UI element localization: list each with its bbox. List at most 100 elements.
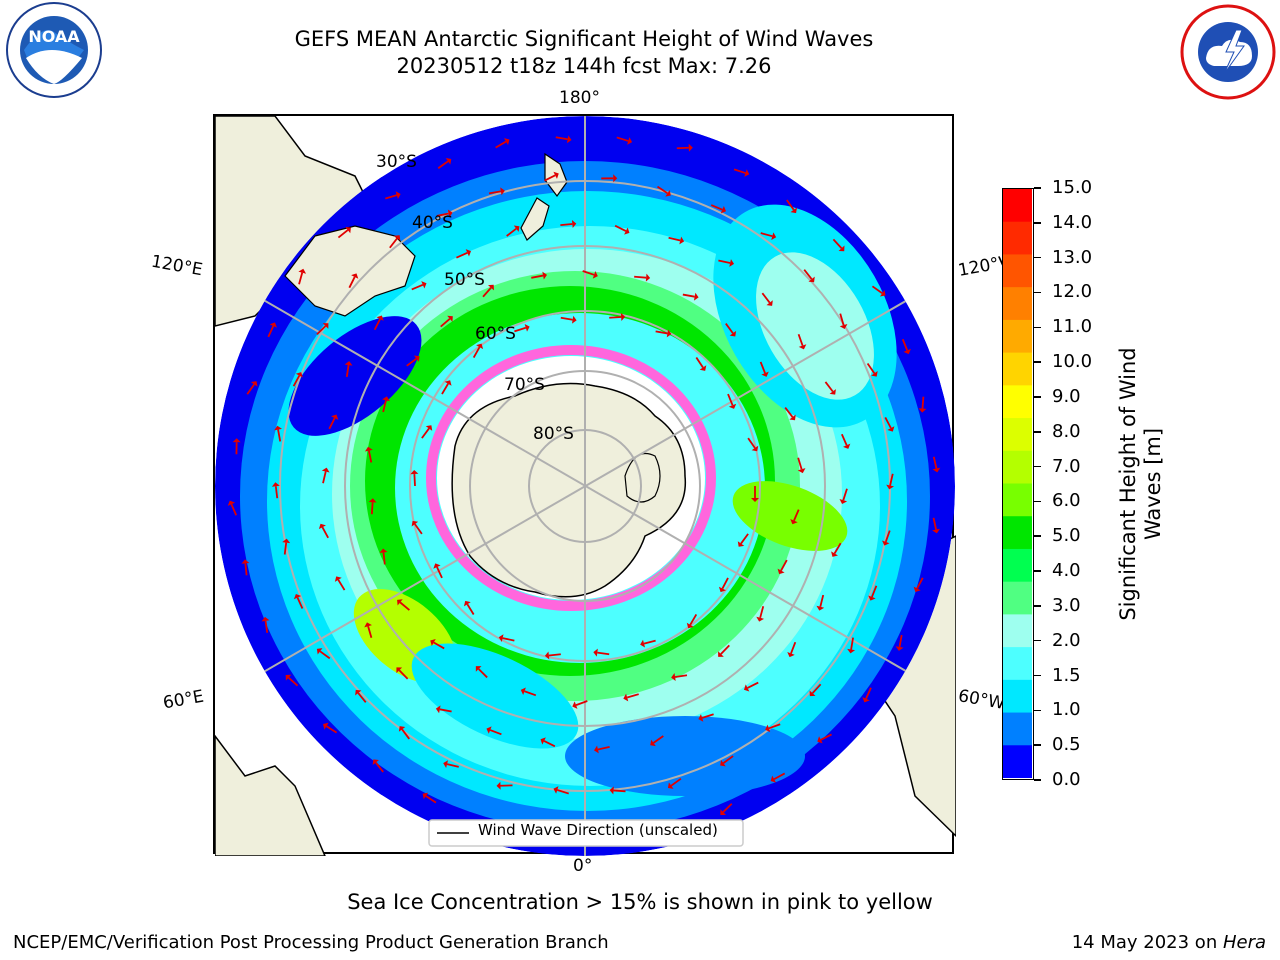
wind-arrow-head: [298, 268, 307, 274]
colorbar-tick-label: 14.0: [1052, 211, 1093, 233]
wind-arrow-head: [743, 684, 750, 692]
wind-arrow-shaft: [733, 168, 746, 174]
wind-arrow-shaft: [725, 323, 734, 334]
wind-arrow-shaft: [348, 276, 356, 289]
wind-arrow-head: [544, 651, 550, 660]
wind-arrow-head: [790, 207, 797, 214]
wind-arrow-shaft: [865, 687, 872, 700]
wind-arrow-shaft: [321, 526, 329, 539]
colorbar-segment: [1003, 319, 1032, 354]
wind-arrow-head: [334, 576, 342, 582]
wind-arrow-head: [475, 666, 482, 672]
wind-arrow-shaft: [720, 644, 730, 655]
wind-arrow-head: [322, 323, 329, 329]
wind-arrow-head: [542, 271, 548, 280]
colorbar-tick-label: 3.0: [1052, 594, 1081, 616]
wind-arrow-shaft: [456, 251, 468, 259]
wind-arrow-shaft: [668, 236, 681, 242]
colorbar-tick-label: 4.0: [1052, 560, 1081, 582]
wind-arrow-head: [816, 605, 825, 611]
wind-arrow-head: [650, 739, 656, 747]
colorbar-tick-mark: [1034, 291, 1041, 294]
wind-arrow-head: [679, 236, 685, 245]
wind-arrow-head: [698, 714, 704, 722]
wind-arrow-head: [718, 586, 726, 593]
wind-arrow-shaft: [819, 594, 825, 607]
colorbar-tick-mark: [1034, 256, 1041, 259]
wind-arrow-shaft: [689, 614, 698, 626]
wind-arrow-head: [396, 667, 403, 674]
wind-arrow-head: [488, 284, 494, 291]
wind-arrow-head: [838, 245, 845, 252]
wind-arrow-head: [572, 701, 578, 709]
wind-arrow-head: [571, 220, 577, 229]
chart-subtitle: 20230512 t18z 144h fcst Max: 7.26: [396, 54, 772, 78]
wind-arrow-shaft: [674, 674, 688, 678]
wind-arrow-shaft: [841, 433, 848, 446]
wind-arrow-head: [447, 209, 453, 218]
wind-arrow-shaft: [790, 641, 797, 654]
wind-arrow-shaft: [824, 381, 834, 393]
wind-arrow-head: [397, 599, 403, 606]
wind-arrow-shaft: [439, 708, 452, 713]
wind-arrow-head: [274, 425, 282, 431]
chart-title: GEFS MEAN Antarctic Significant Height o…: [294, 27, 874, 51]
colorbar-segment: [1003, 745, 1032, 779]
wind-arrow-head: [808, 276, 815, 283]
wind-arrow-shaft: [357, 692, 367, 703]
wind-arrow-head: [751, 445, 759, 452]
wind-arrow-head: [553, 786, 559, 794]
wind-arrow-head: [671, 673, 676, 681]
colorbar-tick-mark: [1034, 674, 1041, 677]
wind-arrow-shaft: [298, 272, 304, 285]
wind-arrow-shaft: [842, 488, 848, 501]
wind-arrow-shaft: [367, 625, 373, 639]
wind-arrow-head: [540, 737, 546, 745]
wind-arrow-shaft: [489, 729, 502, 736]
wind-arrow-head: [770, 775, 777, 783]
wind-arrow-shaft: [440, 318, 451, 328]
wind-arrow-shaft: [292, 375, 301, 387]
wind-arrow-shaft: [634, 275, 647, 279]
wind-arrow-head: [345, 226, 351, 234]
wind-arrow-head: [285, 674, 292, 681]
wind-arrow-shaft: [230, 503, 238, 516]
wind-arrow-head: [765, 724, 771, 733]
wind-arrow-head: [665, 189, 671, 197]
wind-arrow-shaft: [932, 456, 938, 469]
wind-arrow-shaft: [401, 728, 410, 740]
colorbar-tick-mark: [1034, 222, 1041, 224]
wind-arrow-head: [443, 760, 449, 768]
wind-arrow-head: [504, 138, 510, 146]
colorbar-tick-label: 15.0: [1052, 177, 1093, 198]
lat-label-70s: 70°S: [504, 375, 545, 395]
wind-arrow-head: [295, 372, 303, 378]
wind-arrow-shaft: [433, 641, 445, 650]
wind-arrow-shaft: [337, 229, 349, 239]
wind-arrow-shaft: [760, 232, 773, 238]
wind-arrow-shaft: [780, 559, 788, 572]
wind-arrow-shaft: [613, 789, 626, 793]
wind-arrow-shaft: [436, 566, 443, 579]
colorbar-tick-label: 6.0: [1052, 490, 1081, 512]
colorbar-segment: [1003, 418, 1032, 452]
wind-arrow-shaft: [414, 523, 423, 535]
wind-arrow-head: [790, 519, 798, 525]
wind-arrow-head: [627, 137, 633, 145]
colorbar-tick-mark: [1034, 500, 1041, 503]
wind-arrow-head: [797, 468, 806, 474]
wind-arrow-shaft: [495, 140, 507, 149]
wind-arrow-shaft: [441, 383, 449, 395]
wind-arrow-head: [756, 616, 765, 622]
wind-arrow-shaft: [718, 259, 731, 264]
colorbar-tick-label: 0.5: [1052, 734, 1081, 756]
wind-arrow-shaft: [328, 417, 336, 430]
svg-text:NOAA: NOAA: [28, 27, 80, 46]
wind-arrow-head: [895, 646, 904, 651]
wind-arrow-shaft: [793, 509, 800, 521]
colorbar-segment: [1003, 254, 1032, 288]
wind-arrow-head: [331, 414, 339, 420]
wind-arrow-shaft: [560, 223, 573, 227]
wind-arrow-head: [761, 371, 769, 377]
colorbar-tick-label: 1.0: [1052, 699, 1081, 721]
